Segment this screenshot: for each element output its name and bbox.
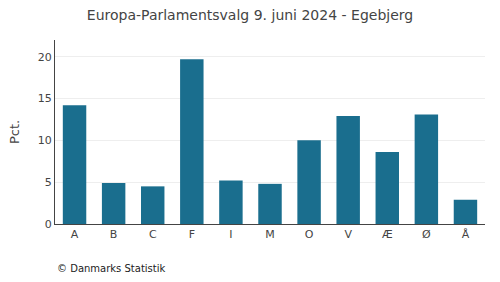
- svg-text:Æ: Æ: [382, 228, 393, 241]
- svg-text:A: A: [71, 228, 79, 241]
- svg-text:15: 15: [38, 92, 52, 105]
- svg-text:20: 20: [38, 51, 52, 64]
- svg-text:Pct.: Pct.: [7, 120, 22, 144]
- svg-text:5: 5: [45, 176, 52, 189]
- svg-text:C: C: [149, 228, 157, 241]
- svg-text:Europa-Parlamentsvalg 9. juni: Europa-Parlamentsvalg 9. juni 2024 - Ege…: [87, 7, 413, 23]
- svg-text:B: B: [110, 228, 118, 241]
- svg-text:Å: Å: [462, 228, 470, 241]
- svg-text:10: 10: [38, 134, 52, 147]
- svg-text:I: I: [229, 228, 232, 241]
- svg-text:O: O: [305, 228, 314, 241]
- svg-text:V: V: [344, 228, 352, 241]
- svg-text:Ø: Ø: [422, 228, 431, 241]
- svg-text:0: 0: [45, 218, 52, 231]
- svg-text:F: F: [189, 228, 195, 241]
- svg-text:M: M: [265, 228, 275, 241]
- svg-text:© Danmarks Statistik: © Danmarks Statistik: [57, 263, 166, 274]
